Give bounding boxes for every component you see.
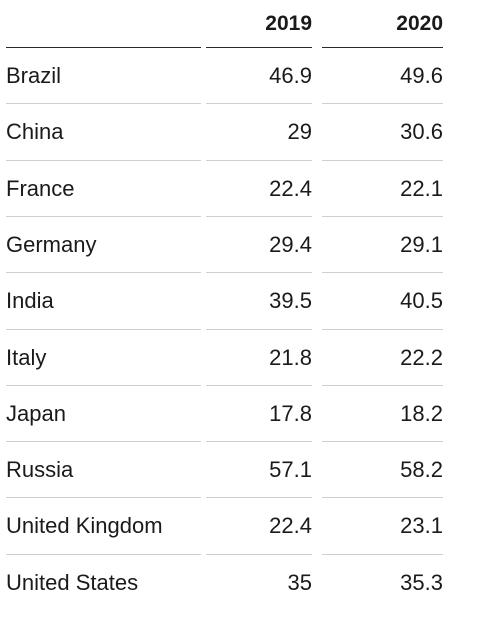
header-rule-country xyxy=(6,47,201,48)
row-divider xyxy=(6,160,201,161)
row-divider xyxy=(6,103,201,104)
country-cell: United States xyxy=(6,569,139,595)
country-cell: Germany xyxy=(6,231,97,257)
value-2019-cell: 57.1 xyxy=(269,457,312,483)
row-divider xyxy=(322,554,443,555)
row-divider xyxy=(6,329,201,330)
value-2020-cell: 22.2 xyxy=(400,344,443,370)
value-2019-cell: 22.4 xyxy=(269,175,312,201)
row-divider xyxy=(206,554,312,555)
row-divider xyxy=(6,216,201,217)
row-divider xyxy=(322,216,443,217)
row-divider xyxy=(6,441,201,442)
value-2019-cell: 29 xyxy=(287,119,312,145)
row-divider xyxy=(206,160,312,161)
row-divider xyxy=(322,441,443,442)
row-divider xyxy=(322,385,443,386)
table-row: Italy 21.8 22.2 xyxy=(0,330,500,386)
table-row: Russia 57.1 58.2 xyxy=(0,442,500,498)
value-2020-cell: 22.1 xyxy=(400,175,443,201)
country-cell: France xyxy=(6,175,75,201)
header-country xyxy=(6,0,201,48)
country-cell: Russia xyxy=(6,457,74,483)
value-2019-cell: 39.5 xyxy=(269,288,312,314)
row-divider xyxy=(206,441,312,442)
row-divider xyxy=(6,272,201,273)
row-divider xyxy=(322,160,443,161)
table-row: Brazil 46.9 49.6 xyxy=(0,48,500,104)
header-2019: 2019 xyxy=(265,12,312,35)
table-row: United States 35 35.3 xyxy=(0,555,500,611)
value-2020-cell: 18.2 xyxy=(400,400,443,426)
row-divider xyxy=(6,554,201,555)
country-cell: Japan xyxy=(6,400,66,426)
country-cell: China xyxy=(6,119,64,145)
table-header-row: 2019 2020 xyxy=(0,0,500,56)
table-row: United Kingdom 22.4 23.1 xyxy=(0,498,500,554)
row-divider xyxy=(6,497,201,498)
country-cell: Italy xyxy=(6,344,47,370)
table-row: India 39.5 40.5 xyxy=(0,273,500,329)
value-2019-cell: 35 xyxy=(287,569,312,595)
table-row: France 22.4 22.1 xyxy=(0,161,500,217)
value-2020-cell: 29.1 xyxy=(400,231,443,257)
value-2020-cell: 49.6 xyxy=(400,63,443,88)
row-divider xyxy=(206,385,312,386)
value-2020-cell: 58.2 xyxy=(400,457,443,483)
country-cell: India xyxy=(6,288,54,314)
row-divider xyxy=(322,272,443,273)
table-row: Germany 29.4 29.1 xyxy=(0,217,500,273)
header-rule-2020 xyxy=(322,47,443,48)
value-2020-cell: 40.5 xyxy=(400,288,443,314)
header-rule-2019 xyxy=(206,47,312,48)
header-2020: 2020 xyxy=(396,12,443,35)
row-divider xyxy=(206,329,312,330)
table-row: China 29 30.6 xyxy=(0,104,500,160)
value-2019-cell: 21.8 xyxy=(269,344,312,370)
row-divider xyxy=(6,385,201,386)
country-cell: United Kingdom xyxy=(6,513,163,539)
row-divider xyxy=(206,272,312,273)
value-2020-cell: 23.1 xyxy=(400,513,443,539)
value-2019-cell: 46.9 xyxy=(269,63,312,88)
row-divider xyxy=(206,497,312,498)
row-divider xyxy=(322,497,443,498)
value-2019-cell: 22.4 xyxy=(269,513,312,539)
country-cell: Brazil xyxy=(6,63,62,88)
row-divider xyxy=(322,103,443,104)
value-2020-cell: 35.3 xyxy=(400,569,443,595)
row-divider xyxy=(322,329,443,330)
value-2019-cell: 17.8 xyxy=(269,400,312,426)
table-row: Japan 17.8 18.2 xyxy=(0,386,500,442)
row-divider xyxy=(206,103,312,104)
row-divider xyxy=(206,216,312,217)
value-2020-cell: 30.6 xyxy=(400,119,443,145)
value-2019-cell: 29.4 xyxy=(269,231,312,257)
